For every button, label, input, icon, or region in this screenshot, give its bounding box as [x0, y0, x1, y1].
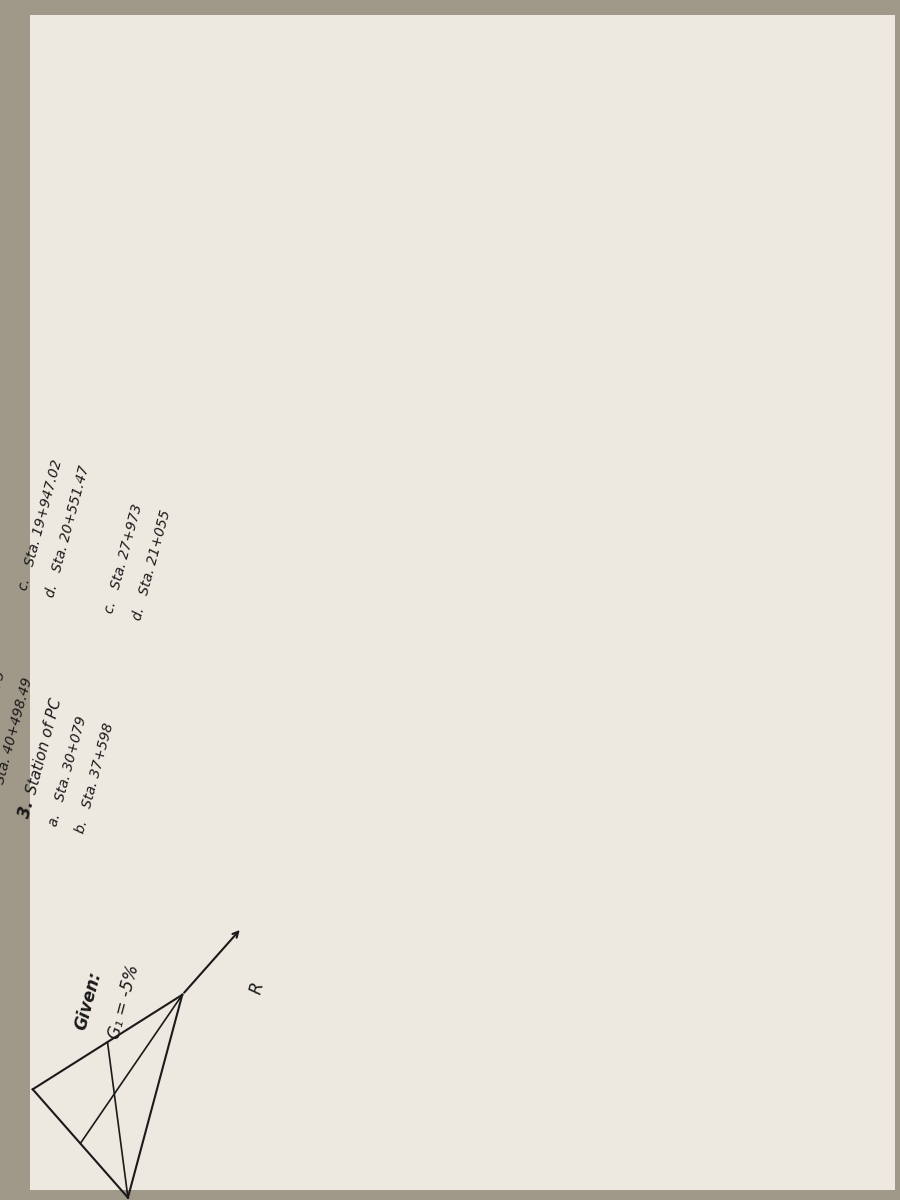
Text: d.   Sta. 21+055: d. Sta. 21+055	[130, 509, 173, 622]
Text: Given:: Given:	[72, 970, 105, 1032]
Text: c.   Sta. 19+947.02: c. Sta. 19+947.02	[16, 457, 64, 592]
Text: Station of the lowest point: Station of the lowest point	[0, 574, 4, 773]
Text: a.   Sta. 30+079: a. Sta. 30+079	[46, 714, 89, 827]
Text: b.   Sta. 37+598: b. Sta. 37+598	[73, 721, 116, 834]
Text: d.   Sta. 20+551.47: d. Sta. 20+551.47	[43, 464, 92, 599]
Text: c.   Sta. 27+973: c. Sta. 27+973	[103, 503, 146, 614]
Text: G₁ = -5%: G₁ = -5%	[106, 962, 143, 1042]
Text: 3.: 3.	[15, 798, 37, 820]
Text: a.   Sta. 30+222.75: a. Sta. 30+222.75	[0, 670, 7, 804]
Text: Station of PC: Station of PC	[24, 697, 65, 796]
Text: R: R	[248, 980, 267, 996]
Polygon shape	[30, 14, 895, 1190]
Text: b.   Sta. 40+498.49: b. Sta. 40+498.49	[0, 677, 35, 811]
